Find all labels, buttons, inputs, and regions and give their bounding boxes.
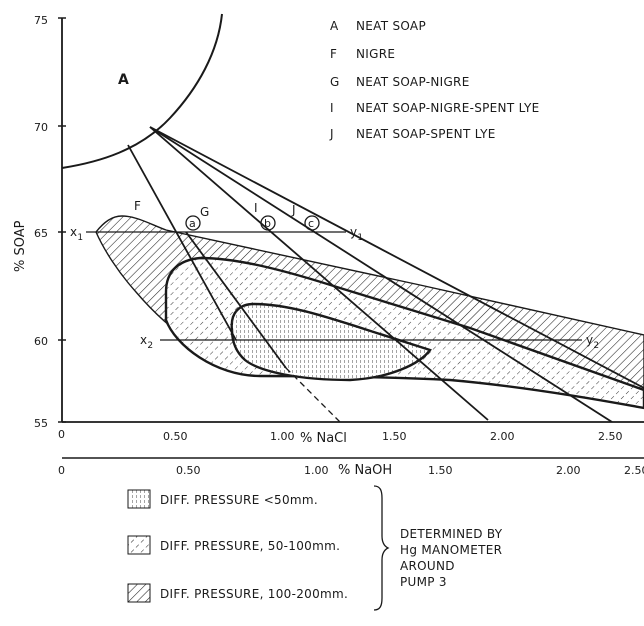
note-line-2: Hg MANOMETER [400, 543, 502, 557]
point-b-circle [260, 215, 276, 231]
tie-line-g [149, 126, 489, 421]
pressure-label-low: DIFF. PRESSURE <50mm. [160, 493, 318, 507]
naoh-tick-0: 0 [58, 464, 65, 477]
region-letter-a: A [118, 72, 129, 88]
region-letter-i: I [254, 201, 258, 215]
note-line-4: PUMP 3 [400, 575, 447, 589]
naoh-tick-200: 2.00 [556, 464, 581, 477]
swatch-dashed [127, 535, 151, 555]
pressure-label-mid: DIFF. PRESSURE, 50-100mm. [160, 539, 340, 553]
y-tick-75: 75 [34, 14, 48, 27]
region-letter-f: F [134, 199, 141, 213]
legend-code-f: F [330, 47, 337, 61]
legend-brace [373, 485, 390, 611]
label-x1: x1 [70, 225, 83, 243]
region-letter-g: G [200, 205, 210, 219]
tie-lines [127, 126, 644, 422]
legend-label-g: NEAT SOAP-NIGRE [356, 75, 470, 89]
nacl-tick-250: 2.50 [598, 430, 623, 443]
y-tick-labels: 75 70 65 60 55 [34, 14, 48, 430]
tie-line-j [149, 126, 644, 389]
pressure-label-high: DIFF. PRESSURE, 100-200mm. [160, 587, 348, 601]
reference-line-labels: x1 y1 x2 y2 [70, 225, 599, 351]
x-tick-labels-nacl: 0 0.50 1.00 1.50 2.00 2.50 [58, 428, 623, 443]
x-axis-title-naoh: % NaOH [338, 463, 392, 478]
region-letters: A F G I J [118, 72, 296, 219]
y-tick-65: 65 [34, 227, 48, 240]
legend-label-a: NEAT SOAP [356, 19, 426, 33]
y-axis-title: % SOAP [13, 220, 28, 272]
tie-line-lower [185, 231, 287, 369]
legend-label-i: NEAT SOAP-NIGRE-SPENT LYE [356, 101, 539, 115]
swatch-dense [127, 583, 151, 603]
nacl-tick-150: 1.50 [382, 430, 407, 443]
naoh-tick-050: 0.50 [176, 464, 201, 477]
point-b-label: b [264, 217, 271, 230]
label-y2: y2 [586, 333, 599, 351]
legend-label-j: NEAT SOAP-SPENT LYE [356, 127, 496, 141]
naoh-tick-100: 1.00 [304, 464, 329, 477]
circled-points: a b c [185, 215, 320, 231]
y-tick-55: 55 [34, 417, 48, 430]
label-y1: y1 [350, 225, 363, 243]
region-letter-j: J [291, 203, 296, 217]
pressure-regions [95, 215, 644, 410]
legend-code-j: J [329, 127, 334, 141]
legend-code-g: G [330, 75, 340, 89]
tie-line-nigre [127, 144, 237, 341]
nacl-tick-100: 1.00 [270, 430, 295, 443]
point-c-circle [304, 215, 320, 231]
y-tick-70: 70 [34, 121, 48, 134]
nacl-tick-200: 2.00 [490, 430, 515, 443]
legend-code-i: I [330, 101, 334, 115]
point-a-label: a [189, 217, 196, 230]
neat-soap-boundary [61, 13, 223, 169]
nacl-tick-0: 0 [58, 428, 65, 441]
legend-label-f: NIGRE [356, 47, 395, 61]
label-x2: x2 [140, 333, 153, 351]
tie-line-lower-dashed [285, 367, 341, 422]
naoh-tick-250: 2.50 [624, 464, 644, 477]
naoh-tick-150: 1.50 [428, 464, 453, 477]
swatch-vertical [127, 489, 151, 509]
note-line-1: DETERMINED BY [400, 527, 503, 541]
point-c-label: c [308, 217, 314, 230]
legend-code-a: A [330, 19, 339, 33]
x-axis-title-nacl: % NaCl [300, 431, 347, 446]
phase-legend: A NEAT SOAP F NIGRE G NEAT SOAP-NIGRE I … [329, 19, 539, 141]
x-tick-labels-naoh: 0 0.50 1.00 1.50 2.00 2.50 [58, 464, 644, 477]
note-line-3: AROUND [400, 559, 455, 573]
y-tick-60: 60 [34, 335, 48, 348]
point-a-circle [185, 215, 201, 231]
pressure-legend: DIFF. PRESSURE <50mm. DIFF. PRESSURE, 50… [127, 485, 503, 611]
nacl-tick-050: 0.50 [163, 430, 188, 443]
tie-line-i [149, 126, 613, 422]
